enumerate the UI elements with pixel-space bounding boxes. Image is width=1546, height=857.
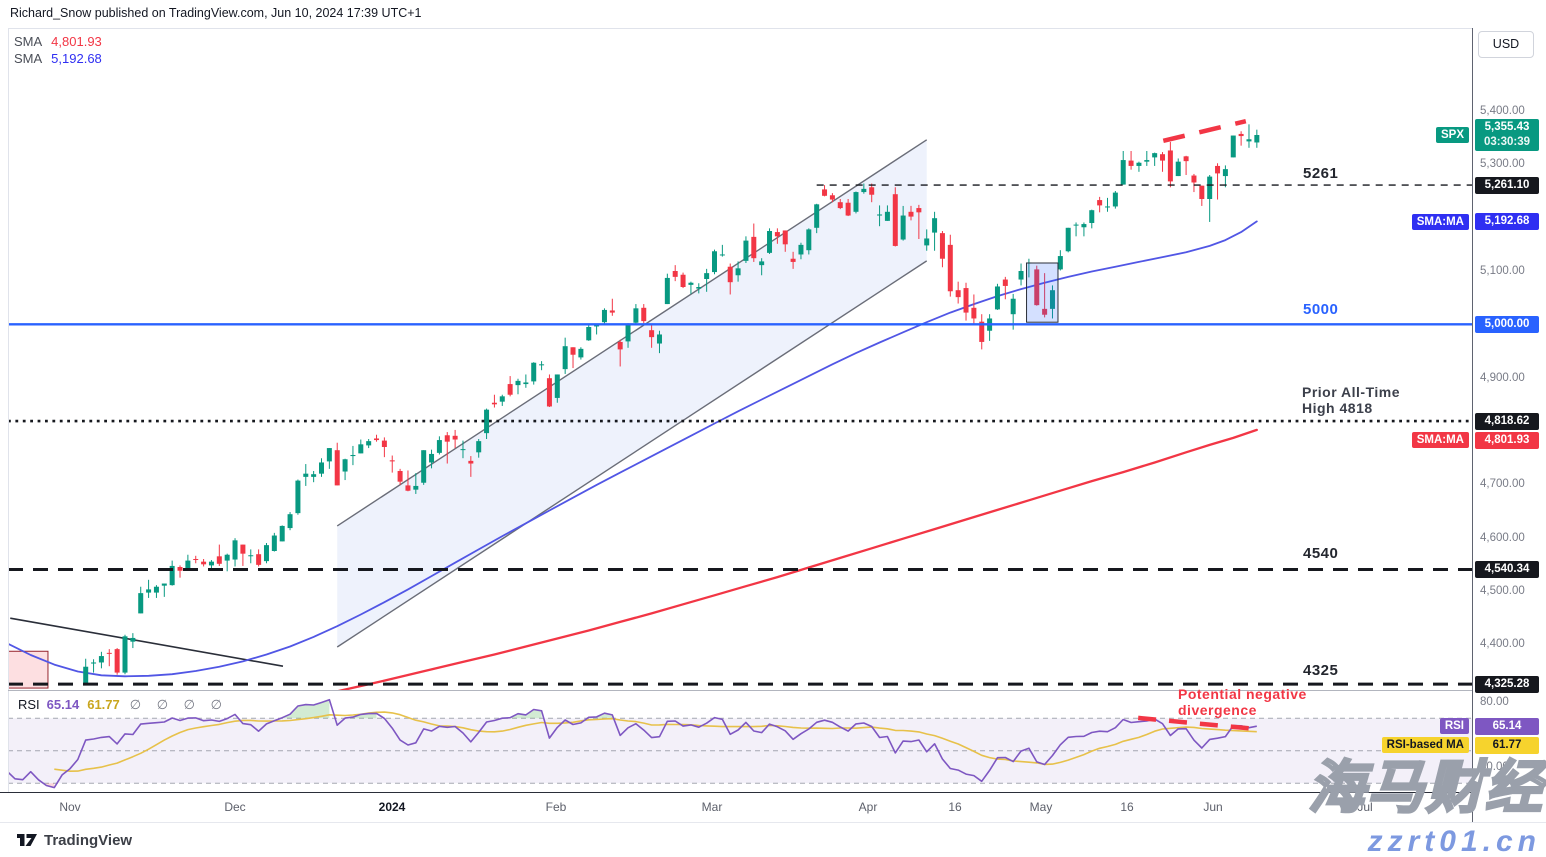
sma-legend[interactable]: SMA 4,801.93 SMA 5,192.68 xyxy=(14,33,102,67)
divergence-label: Potential negative divergence xyxy=(1178,686,1307,719)
rsi-legend-label: RSI xyxy=(18,697,40,712)
line-4325: 4,325.28 xyxy=(1475,675,1539,693)
pullback-highlight-box[interactable] xyxy=(1026,262,1059,323)
rsi-ma-legend-value: 61.77 xyxy=(87,697,120,712)
rsi-value: 65.14 xyxy=(1475,717,1539,735)
time-label-Feb: Feb xyxy=(545,800,567,814)
time-label-Jul: Jul xyxy=(1357,800,1373,814)
candlestick-series xyxy=(83,124,1260,684)
footer: TradingView xyxy=(16,829,132,851)
line-5261: 5,261.10 xyxy=(1475,176,1539,194)
price-divergence-dashed-line[interactable] xyxy=(1162,118,1247,144)
sma50-value-tag: SMA:MA xyxy=(1411,213,1469,230)
sma50-value: 5,192.68 xyxy=(1475,213,1539,231)
rsi-tick-80: 80.00 xyxy=(1480,696,1509,708)
sma-50-legend-row[interactable]: SMA 5,192.68 xyxy=(14,50,102,67)
sma-50-legend-value: 5,192.68 xyxy=(51,51,102,66)
line-4540: 4,540.34 xyxy=(1475,560,1539,578)
price-tick-5100: 5,100.00 xyxy=(1480,264,1525,277)
time-label-Jun: Jun xyxy=(1203,800,1223,814)
rsi-ma-value: 61.77 xyxy=(1475,736,1539,754)
time-label-Nov: Nov xyxy=(59,800,81,814)
time-label-Dec: Dec xyxy=(224,800,246,814)
sma-200-legend-row[interactable]: SMA 4,801.93 xyxy=(14,33,102,50)
rsi-legend[interactable]: RSI 65.14 61.77 ∅ ∅ ∅ ∅ xyxy=(18,697,228,713)
time-label-16: 16 xyxy=(1120,800,1134,814)
level-label-4540: 4540 xyxy=(1303,545,1339,562)
time-label-16: 16 xyxy=(948,800,962,814)
tradingview-brand-text[interactable]: TradingView xyxy=(44,831,133,849)
watermark-cjk: 海马财经 xyxy=(1307,756,1544,821)
sma-50-line xyxy=(8,220,1258,678)
rsi-legend-value: 65.14 xyxy=(46,697,80,712)
rsi-pane xyxy=(8,698,1472,789)
rsi-ma-value-tag: RSI-based MA xyxy=(1381,737,1469,753)
parallel-channel xyxy=(337,139,927,647)
time-label-Mar: Mar xyxy=(701,800,723,814)
line-5000: 5,000.00 xyxy=(1475,315,1539,333)
rsi-tick-40: 40.00 xyxy=(1480,761,1509,773)
prior-ath-label: Prior All-Time High 4818 xyxy=(1302,384,1401,417)
sma-200-line xyxy=(337,428,1258,690)
sma-50-legend-label: SMA xyxy=(14,51,43,66)
sma-200-legend-label: SMA xyxy=(14,34,43,49)
price-tick-4700: 4,700.00 xyxy=(1480,478,1525,491)
price-tick-4500: 4,500.00 xyxy=(1480,584,1525,597)
level-label-4325: 4325 xyxy=(1303,662,1339,679)
price-tick-4600: 4,600.00 xyxy=(1480,531,1525,544)
tradingview-logo-icon[interactable] xyxy=(16,831,38,849)
level-label-5000: 5000 xyxy=(1303,301,1339,318)
chart-canvas[interactable] xyxy=(0,28,1472,792)
time-axis[interactable]: Nov Dec 2024 Feb Mar Apr 16 May 16 Jun Jul xyxy=(0,792,1546,823)
currency-label: USD xyxy=(1492,37,1520,51)
currency-button[interactable]: USD xyxy=(1478,31,1534,58)
sma-200-legend-value: 4,801.93 xyxy=(51,34,102,49)
spx-last-price-tag: SPX xyxy=(1435,126,1469,143)
watermark-url: zzrt01.cn xyxy=(1367,825,1541,857)
rsi-legend-hidden-values: ∅ ∅ ∅ ∅ xyxy=(129,697,228,712)
sma200-value: 4,801.93 xyxy=(1475,431,1539,449)
sma200-value-tag: SMA:MA xyxy=(1411,432,1469,448)
time-label-May: May xyxy=(1029,800,1053,814)
rsi-line xyxy=(8,698,1257,789)
descending-trendline xyxy=(10,617,284,667)
level-label-5261: 5261 xyxy=(1303,165,1339,182)
line-4818: 4,818.62 xyxy=(1475,412,1539,430)
price-axis[interactable]: USD 5,400.00 5,300.00 5,100.00 4,900.00 4,70… xyxy=(1472,28,1546,822)
publish-title: Richard_Snow published on TradingView.co… xyxy=(10,6,422,20)
rsi-value-tag: RSI xyxy=(1439,718,1469,735)
publish-header: Richard_Snow published on TradingView.co… xyxy=(0,0,1546,27)
price-tick-5400: 5,400.00 xyxy=(1480,105,1525,117)
price-pane xyxy=(8,118,1472,690)
time-label-Apr: Apr xyxy=(858,800,878,814)
rsi-divergence-dashed-line[interactable] xyxy=(1137,715,1257,732)
price-tick-5300: 5,300.00 xyxy=(1480,158,1525,171)
price-tick-4900: 4,900.00 xyxy=(1480,371,1525,384)
time-label-2024: 2024 xyxy=(378,800,406,814)
supply-zone-box xyxy=(8,650,49,689)
rsi-ma-line xyxy=(54,711,1257,772)
price-tick-4400: 4,400.00 xyxy=(1480,638,1525,651)
spx-last-price: 5,355.43 03:30:39 xyxy=(1475,118,1539,151)
